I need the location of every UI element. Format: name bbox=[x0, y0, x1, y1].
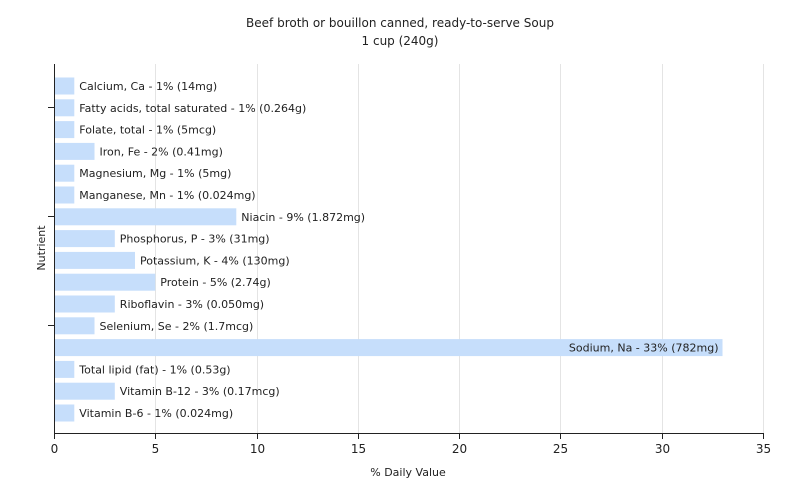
bar-label-0: Calcium, Ca - 1% (14mg) bbox=[79, 80, 217, 93]
bar-2 bbox=[55, 121, 75, 139]
bar-label-5: Manganese, Mn - 1% (0.024mg) bbox=[79, 189, 255, 202]
x-tick-label-7: 35 bbox=[756, 442, 771, 456]
bar-13 bbox=[55, 360, 75, 378]
bar-1 bbox=[55, 99, 75, 117]
bar-label-11: Selenium, Se - 2% (1.7mcg) bbox=[100, 320, 254, 333]
bar-label-6: Niacin - 9% (1.872mg) bbox=[241, 211, 365, 224]
bar-9 bbox=[55, 273, 156, 291]
bar-label-4: Magnesium, Mg - 1% (5mg) bbox=[79, 167, 231, 180]
bar-label-2: Folate, total - 1% (5mcg) bbox=[79, 124, 216, 137]
x-tick-label-2: 10 bbox=[250, 442, 265, 456]
bar-label-3: Iron, Fe - 2% (0.41mg) bbox=[100, 145, 223, 158]
x-tick-label-6: 30 bbox=[655, 442, 670, 456]
bar-label-10: Riboflavin - 3% (0.050mg) bbox=[120, 298, 264, 311]
bars: Calcium, Ca - 1% (14mg) Fatty acids, tota… bbox=[55, 77, 723, 422]
chart-title: Beef broth or bouillon canned, ready-to-… bbox=[246, 16, 554, 30]
bar-5 bbox=[55, 186, 75, 204]
bar-3 bbox=[55, 142, 95, 160]
bar-label-8: Potassium, K - 4% (130mg) bbox=[140, 254, 290, 267]
x-tick-label-0: 0 bbox=[51, 442, 59, 456]
bar-label-1: Fatty acids, total saturated - 1% (0.264… bbox=[79, 102, 306, 115]
grid-lines bbox=[155, 64, 764, 433]
y-axis-label: Nutrient bbox=[35, 225, 48, 271]
x-tick-label-4: 20 bbox=[452, 442, 467, 456]
chart-subtitle: 1 cup (240g) bbox=[362, 34, 439, 48]
bar-6 bbox=[55, 208, 237, 226]
bar-label-7: Phosphorus, P - 3% (31mg) bbox=[120, 233, 270, 246]
bar-label-15: Vitamin B-6 - 1% (0.024mg) bbox=[79, 407, 233, 420]
bar-8 bbox=[55, 251, 135, 269]
x-tick-label-1: 5 bbox=[152, 442, 160, 456]
x-tick-label-3: 15 bbox=[351, 442, 366, 456]
bar-label-9: Protein - 5% (2.74g) bbox=[160, 276, 271, 289]
bar-10 bbox=[55, 295, 115, 313]
bar-label-14: Vitamin B-12 - 3% (0.17mcg) bbox=[120, 385, 280, 398]
axes: 0 5 10 15 20 25 30 35 bbox=[48, 64, 771, 456]
bar-0 bbox=[55, 77, 75, 95]
bar-label-12: Sodium, Na - 33% (782mg) bbox=[569, 342, 719, 355]
bar-12 bbox=[55, 339, 723, 357]
bar-label-13: Total lipid (fat) - 1% (0.53g) bbox=[78, 363, 230, 376]
bar-4 bbox=[55, 164, 75, 182]
x-axis-label: % Daily Value bbox=[370, 466, 446, 479]
x-tick-label-5: 25 bbox=[553, 442, 568, 456]
bar-7 bbox=[55, 230, 115, 248]
bar-15 bbox=[55, 404, 75, 422]
bar-14 bbox=[55, 382, 115, 400]
bar-11 bbox=[55, 317, 95, 335]
